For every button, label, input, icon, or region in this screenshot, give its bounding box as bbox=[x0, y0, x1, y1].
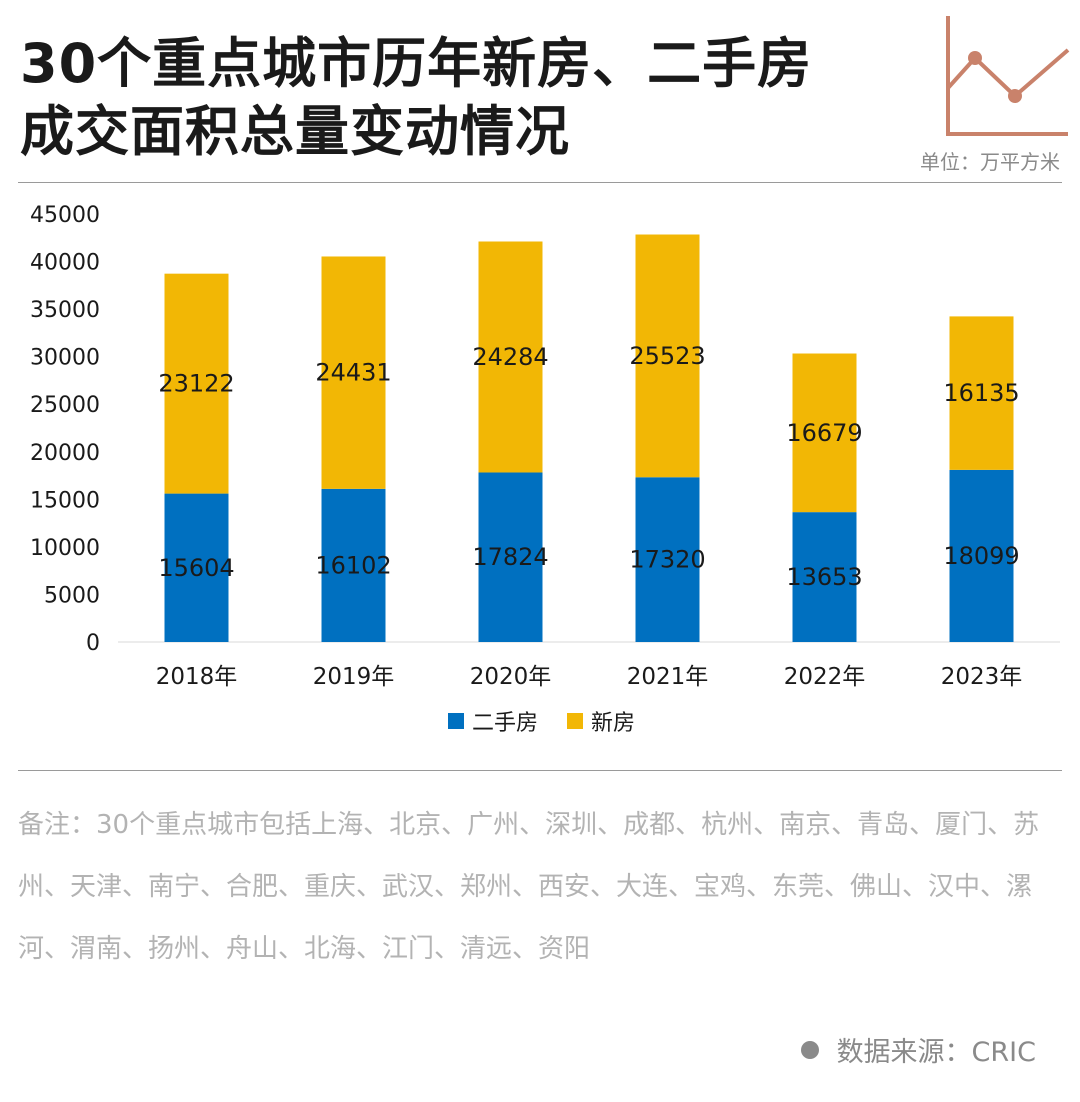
data-source-text: 数据来源：CRIC bbox=[836, 1037, 1036, 1068]
stacked-bar-chart: 0 5000 10000 15000 20000 25000 30000 35000 40000… bbox=[30, 203, 1060, 736]
y-tick-label: 25000 bbox=[30, 393, 100, 418]
y-tick-label: 15000 bbox=[30, 488, 100, 513]
bullet-icon bbox=[800, 1040, 819, 1059]
data-label: 16135 bbox=[943, 379, 1019, 407]
x-tick-label: 2022年 bbox=[784, 664, 866, 690]
bar-segment bbox=[478, 472, 543, 642]
legend-label: 二手房 bbox=[472, 711, 538, 736]
y-tick-label: 30000 bbox=[30, 346, 100, 371]
legend-label: 新房 bbox=[591, 711, 635, 736]
bar-segment bbox=[949, 316, 1014, 470]
data-label: 18099 bbox=[943, 542, 1019, 570]
chart-title: 30个重点城市历年新房、二手房 成交面积总量变动情况 bbox=[20, 30, 812, 166]
title-line-1: 30个重点城市历年新房、二手房 bbox=[20, 32, 813, 95]
legend-swatch bbox=[448, 713, 464, 729]
bar-segment bbox=[321, 488, 386, 642]
data-label: 16679 bbox=[786, 419, 862, 447]
y-tick-label: 5000 bbox=[44, 583, 100, 608]
x-tick-label: 2023年 bbox=[941, 664, 1023, 690]
y-tick-label: 20000 bbox=[30, 441, 100, 466]
y-tick-label: 35000 bbox=[30, 298, 100, 323]
data-label: 17320 bbox=[629, 546, 705, 574]
data-label: 15604 bbox=[158, 554, 234, 582]
x-tick-label: 2018年 bbox=[156, 664, 238, 690]
unit-label: 单位：万平方米 bbox=[920, 150, 1060, 174]
y-tick-label: 45000 bbox=[30, 203, 100, 228]
bar-segment bbox=[321, 256, 386, 489]
footnote: 备注：30个重点城市包括上海、北京、广州、深圳、成都、杭州、南京、青岛、厦门、苏… bbox=[18, 810, 1040, 964]
bar-segment bbox=[164, 273, 229, 494]
bar-segment bbox=[164, 493, 229, 642]
x-tick-label: 2019年 bbox=[313, 664, 395, 690]
data-label: 16102 bbox=[315, 551, 391, 579]
bar-segment bbox=[792, 353, 857, 513]
x-tick-label: 2020年 bbox=[470, 664, 552, 690]
bar-segment bbox=[792, 512, 857, 642]
footer-divider bbox=[18, 770, 1062, 771]
x-tick-label: 2021年 bbox=[627, 664, 709, 690]
header-divider bbox=[18, 182, 1062, 183]
title-line-2: 成交面积总量变动情况 bbox=[20, 100, 570, 163]
data-label: 24284 bbox=[472, 343, 548, 371]
y-tick-label: 40000 bbox=[30, 251, 100, 276]
bar-segment bbox=[635, 234, 700, 478]
y-tick-label: 0 bbox=[86, 631, 100, 656]
data-label: 13653 bbox=[786, 563, 862, 591]
bar-segment bbox=[949, 469, 1014, 642]
y-tick-label: 10000 bbox=[30, 536, 100, 561]
data-label: 25523 bbox=[629, 342, 705, 370]
data-label: 23122 bbox=[158, 370, 234, 398]
data-source: 数据来源：CRIC bbox=[800, 1030, 1036, 1069]
line-chart-icon bbox=[946, 16, 1070, 136]
bar-segment bbox=[635, 477, 700, 642]
data-label: 17824 bbox=[472, 543, 548, 571]
legend-swatch bbox=[567, 713, 583, 729]
data-label: 24431 bbox=[315, 359, 391, 387]
bar-segment bbox=[478, 241, 543, 473]
